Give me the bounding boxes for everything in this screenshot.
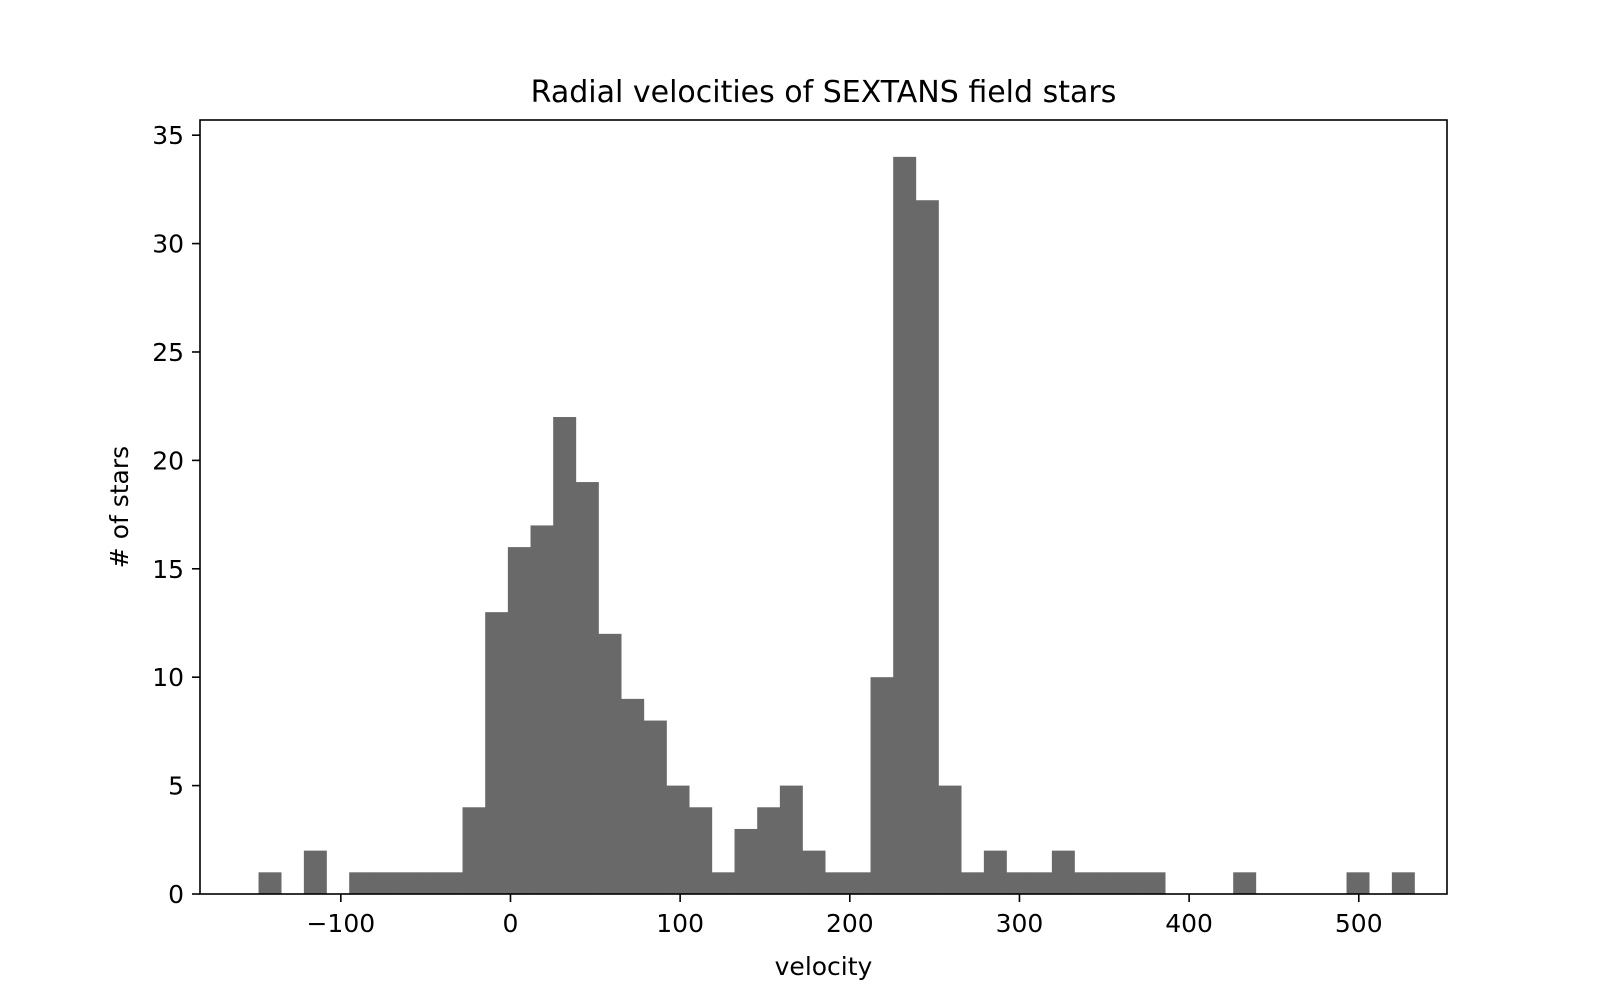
- histogram-bar: [847, 872, 871, 894]
- histogram-bar: [621, 698, 645, 894]
- histogram-bar: [643, 720, 667, 894]
- histogram-bar: [439, 872, 463, 894]
- y-tick-label: 25: [152, 338, 184, 367]
- histogram-bar: [1142, 872, 1166, 894]
- histogram-bar: [961, 872, 985, 894]
- histogram-bar: [1233, 872, 1257, 894]
- histogram-bar: [1391, 872, 1415, 894]
- bars-group: [258, 156, 1415, 894]
- plot-frame: [199, 119, 1448, 895]
- x-tick-label: 500: [1335, 909, 1383, 938]
- histogram-bar: [915, 200, 939, 894]
- histogram-bar: [1346, 872, 1370, 894]
- histogram-bar: [734, 828, 758, 894]
- x-tick-label: 200: [826, 909, 874, 938]
- histogram-bar: [575, 482, 599, 894]
- histogram-bar: [598, 633, 622, 894]
- histogram-bar: [1074, 872, 1098, 894]
- y-tick-label: 5: [168, 772, 184, 801]
- x-tick-label: 300: [996, 909, 1044, 938]
- histogram-bar: [983, 850, 1007, 894]
- histogram-bar: [553, 417, 577, 894]
- y-tick-label: 0: [168, 880, 184, 909]
- histogram-bar: [394, 872, 418, 894]
- histogram-bar: [530, 525, 554, 894]
- x-axis-ticks: −100 0 100 200 300 400 500: [306, 894, 1383, 938]
- x-tick-label: 0: [503, 909, 519, 938]
- x-tick-label: 400: [1165, 909, 1213, 938]
- histogram-bar: [1097, 872, 1121, 894]
- x-tick-label: 100: [656, 909, 704, 938]
- histogram-bar: [757, 807, 781, 894]
- histogram-bar: [485, 612, 509, 894]
- histogram-bar: [349, 872, 373, 894]
- histogram-bar: [802, 850, 826, 894]
- histogram-bar: [689, 807, 713, 894]
- y-tick-label: 35: [152, 121, 184, 150]
- y-axis-ticks: 0 5 10 15 20 25 30 35: [152, 121, 200, 909]
- histogram-bar: [462, 807, 486, 894]
- histogram-bar: [1006, 872, 1030, 894]
- y-tick-label: 20: [152, 446, 184, 475]
- chart-title: Radial velocities of SEXTANS field stars: [531, 75, 1117, 110]
- histogram-bar: [303, 850, 327, 894]
- histogram-bar: [938, 785, 962, 894]
- histogram-bar: [1051, 850, 1075, 894]
- histogram-bar: [258, 872, 282, 894]
- histogram-bar: [507, 547, 531, 894]
- histogram-bar: [893, 156, 917, 894]
- histogram-bar: [417, 872, 441, 894]
- y-tick-label: 10: [152, 663, 184, 692]
- y-tick-label: 30: [152, 230, 184, 259]
- histogram-bar: [779, 785, 803, 894]
- histogram-bar: [1029, 872, 1053, 894]
- histogram-bar: [711, 872, 735, 894]
- histogram-bar: [870, 677, 894, 894]
- y-tick-label: 15: [152, 555, 184, 584]
- x-axis-label: velocity: [775, 952, 873, 981]
- histogram-bar: [1119, 872, 1143, 894]
- y-axis-label: # of stars: [105, 446, 134, 568]
- histogram-bar: [666, 785, 690, 894]
- histogram-bar: [825, 872, 849, 894]
- x-tick-label: −100: [306, 909, 375, 938]
- histogram-bar: [371, 872, 395, 894]
